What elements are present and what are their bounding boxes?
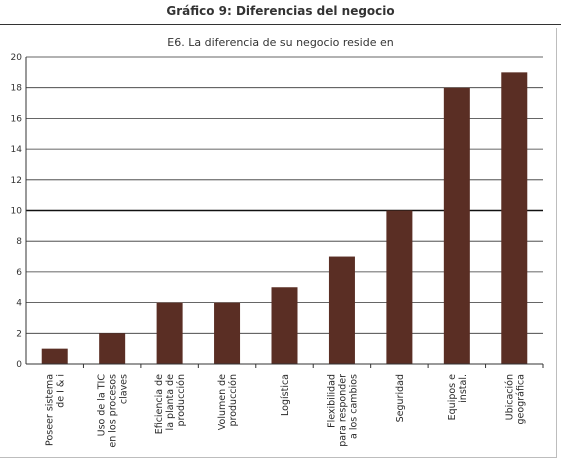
category-label: de I & i [56, 374, 67, 408]
category-label: Eficiencia de [154, 374, 165, 434]
page-title: Gráfico 9: Diferencias del negocio [166, 4, 395, 18]
title-divider [0, 24, 561, 25]
category-label: Equipos e [447, 374, 458, 421]
bar [99, 333, 126, 364]
category-label: Flexibilidad [326, 374, 337, 428]
y-tick-label: 20 [11, 53, 23, 63]
category-label: claves [119, 374, 130, 404]
category-label: geográfica [515, 374, 526, 424]
y-tick-label: 18 [11, 84, 23, 94]
y-tick-label: 0 [16, 360, 22, 370]
category-label: para responder [337, 374, 348, 447]
bar [271, 287, 298, 364]
bar [41, 348, 68, 364]
bar [328, 256, 355, 364]
category-label: en los procesos [108, 374, 119, 448]
category-label: la planta de [165, 374, 176, 431]
bar [214, 302, 241, 364]
category-label: Seguridad [395, 374, 406, 422]
y-tick-label: 6 [16, 268, 22, 278]
y-tick-label: 8 [16, 237, 22, 247]
bar [386, 210, 413, 364]
category-label: producción [228, 374, 239, 427]
bar [156, 302, 183, 364]
chart-frame [0, 28, 557, 458]
y-tick-label: 16 [11, 114, 23, 124]
y-tick-label: 14 [11, 145, 23, 155]
y-tick-label: 4 [16, 299, 22, 309]
bar [443, 87, 470, 364]
category-label: Poseer sistema [45, 374, 56, 446]
category-label: Logística [280, 374, 291, 416]
category-label: Volumen de [217, 374, 228, 430]
bar [501, 72, 528, 364]
category-label: Ubicación [504, 374, 515, 420]
category-label: instal. [458, 374, 469, 403]
category-label: Uso de la TIC [97, 374, 108, 437]
y-tick-label: 10 [11, 207, 23, 217]
y-tick-label: 12 [11, 176, 22, 186]
category-label: a los cambios [348, 374, 359, 439]
chart-title: E6. La diferencia de su negocio reside e… [167, 36, 394, 49]
y-tick-label: 2 [16, 329, 22, 339]
category-label: producción [176, 374, 187, 427]
